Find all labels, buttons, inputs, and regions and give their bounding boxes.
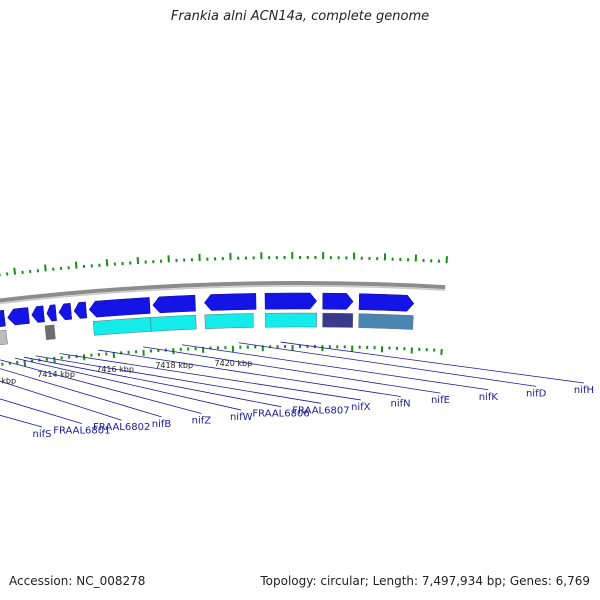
inner-tick (23, 360, 27, 367)
outer-tick (44, 264, 47, 272)
gene-leader-line (35, 355, 321, 404)
outer-tick (74, 261, 78, 269)
genome-summary-text: Topology: circular; Length: 7,497,934 bp… (260, 574, 590, 588)
gene-leader-line (0, 398, 82, 424)
backbone-shadow (0, 285, 446, 305)
gene-label: FRAAL6807 (292, 405, 349, 416)
gene-label: nifS (33, 429, 52, 440)
gene-leader-line (98, 349, 401, 397)
gene-arrow (58, 303, 72, 321)
gene-arrow (264, 292, 318, 310)
gene-leader-line (0, 368, 162, 418)
gene-label: nifE (431, 395, 450, 406)
gene-arrow (88, 297, 151, 318)
gene-label: FRAAL6806 (252, 409, 309, 420)
gene-label: nifH (574, 385, 594, 396)
gene-label: nifW (230, 412, 253, 423)
feature-band (44, 324, 56, 340)
gene-arrow (46, 304, 57, 322)
gene-leader-line (23, 356, 282, 408)
outer-tick (13, 267, 17, 275)
feature-band (150, 314, 197, 332)
gene-arrow (31, 305, 45, 323)
gene-label: nifK (479, 392, 499, 403)
feature-band (358, 313, 414, 330)
scale-tick-label: 7412 kbp (0, 376, 16, 385)
feature-band (92, 317, 152, 336)
outer-tick (105, 259, 109, 267)
gene-leader-line (0, 359, 202, 414)
gene-label: FRAAL6801 (53, 426, 110, 437)
gene-leader-line (59, 353, 361, 401)
gene-arrow (322, 292, 354, 310)
feature-band (322, 312, 354, 328)
gene-leader-line (181, 344, 489, 391)
gene-leader-line (280, 341, 585, 384)
gene-label: FRAAL6802 (93, 422, 150, 433)
gene-label: nifB (152, 419, 172, 430)
gene-arrow (73, 301, 88, 319)
gene-leader-line (14, 357, 242, 411)
feature-band (0, 329, 8, 346)
gene-arrow (152, 294, 196, 314)
scale-tick-label: 7418 kbp (155, 361, 193, 370)
gene-leader-line (238, 342, 537, 387)
scale-tick-label: 7420 kbp (215, 359, 253, 368)
gene-label: nifX (351, 402, 371, 413)
gene-leader-line (0, 380, 122, 421)
gene-leader-line (0, 414, 43, 428)
gene-arrow (0, 309, 6, 327)
map-title: Frankia alni ACN14a, complete genome (170, 9, 430, 24)
inner-tick (53, 356, 56, 364)
gene-arrow (204, 293, 257, 311)
gene-leader-line (143, 346, 441, 394)
feature-band (265, 312, 317, 328)
gene-label: nifZ (192, 415, 212, 426)
gene-label: nifN (391, 399, 411, 410)
accession-text: Accession: NC_008278 (9, 574, 146, 588)
gene-arrow (358, 293, 415, 312)
backbone-arc (0, 281, 446, 303)
feature-band (204, 313, 254, 329)
gene-label: nifD (526, 388, 547, 399)
gene-arrow (7, 307, 30, 326)
